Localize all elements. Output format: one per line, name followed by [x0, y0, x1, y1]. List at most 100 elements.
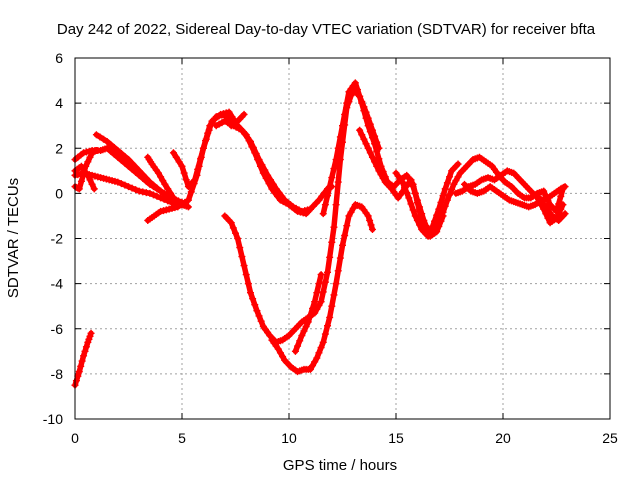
- data-point: [540, 205, 548, 213]
- data-point: [232, 229, 239, 237]
- data-point: [309, 304, 317, 312]
- data-point: [321, 278, 329, 286]
- data-point: [266, 176, 274, 184]
- data-point: [398, 178, 406, 186]
- data-point: [336, 254, 344, 262]
- data-point: [450, 180, 458, 188]
- data-point: [229, 224, 237, 232]
- data-point: [128, 159, 136, 167]
- data-point: [240, 110, 248, 118]
- data-point: [313, 354, 321, 362]
- data-point: [360, 107, 368, 115]
- data-point: [75, 185, 83, 193]
- data-point: [315, 301, 323, 309]
- data-point: [315, 196, 323, 204]
- data-point: [328, 238, 336, 246]
- data-point: [304, 318, 312, 326]
- chart-title: Day 242 of 2022, Sidereal Day-to-day VTE…: [57, 21, 596, 38]
- data-point: [326, 253, 334, 261]
- data-point: [540, 187, 548, 195]
- series-arc-12: [268, 201, 376, 376]
- y-tick-label: -2: [51, 231, 64, 247]
- data-point: [433, 223, 441, 231]
- data-point: [437, 214, 445, 222]
- data-point: [377, 171, 385, 179]
- data-point: [324, 322, 332, 330]
- data-point: [343, 99, 351, 107]
- data-point: [92, 131, 100, 139]
- data-point: [373, 162, 381, 170]
- y-axis-label: SDTVAR / TECUs: [5, 178, 22, 298]
- data-point: [149, 181, 157, 189]
- data-point: [368, 134, 376, 142]
- data-point: [236, 244, 244, 252]
- data-point: [341, 231, 349, 239]
- data-point: [240, 262, 248, 270]
- data-point: [117, 150, 125, 158]
- data-point: [246, 137, 254, 145]
- series-arc-1: [71, 329, 95, 389]
- data-point: [157, 194, 165, 202]
- data-point: [182, 176, 190, 184]
- data-point: [167, 189, 175, 197]
- data-point: [110, 143, 118, 151]
- data-point: [334, 178, 342, 186]
- data-point: [343, 222, 351, 230]
- data-point: [321, 201, 329, 209]
- data-point: [184, 203, 192, 211]
- data-point: [356, 126, 364, 134]
- data-point: [132, 163, 140, 171]
- data-point: [121, 159, 129, 167]
- data-point: [371, 140, 379, 148]
- data-point: [100, 135, 108, 143]
- data-point: [324, 268, 332, 276]
- data-point: [328, 302, 336, 310]
- data-point: [234, 235, 242, 242]
- data-point: [244, 280, 252, 288]
- data-point: [407, 200, 415, 208]
- data-point: [300, 327, 308, 335]
- data-point: [139, 188, 147, 196]
- data-point: [413, 216, 421, 224]
- data-point: [279, 353, 287, 361]
- series-trace: [222, 86, 382, 346]
- x-axis-label: GPS time / hours: [283, 457, 397, 474]
- data-point: [330, 291, 338, 299]
- data-point: [172, 153, 180, 161]
- data-point: [364, 122, 372, 130]
- data-point: [241, 130, 249, 138]
- data-point: [74, 184, 82, 192]
- x-tick-label: 5: [178, 430, 186, 446]
- data-point: [403, 189, 411, 197]
- data-point: [261, 166, 269, 174]
- data-point: [443, 179, 451, 187]
- data-point: [275, 189, 283, 197]
- data-point: [448, 186, 456, 194]
- data-point: [409, 183, 417, 191]
- data-point: [139, 171, 147, 179]
- data-point: [178, 162, 186, 170]
- data-point: [246, 289, 254, 297]
- data-point: [291, 347, 299, 355]
- data-point: [249, 295, 257, 303]
- y-tick-label: 6: [55, 50, 63, 66]
- data-point: [560, 183, 568, 191]
- data-point: [315, 349, 323, 357]
- data-point: [199, 144, 207, 152]
- data-point: [272, 185, 280, 193]
- data-point: [411, 212, 419, 220]
- data-point: [87, 329, 95, 337]
- data-point: [269, 180, 277, 188]
- data-point: [557, 205, 565, 213]
- data-point: [78, 357, 86, 365]
- data-point: [553, 214, 560, 222]
- data-point: [433, 211, 441, 219]
- data-point: [375, 167, 383, 175]
- data-point: [251, 301, 259, 309]
- data-point: [132, 186, 140, 194]
- data-point: [74, 372, 82, 380]
- data-point: [360, 135, 368, 143]
- data-point: [326, 183, 334, 191]
- data-point: [72, 377, 80, 385]
- data-point: [114, 147, 122, 155]
